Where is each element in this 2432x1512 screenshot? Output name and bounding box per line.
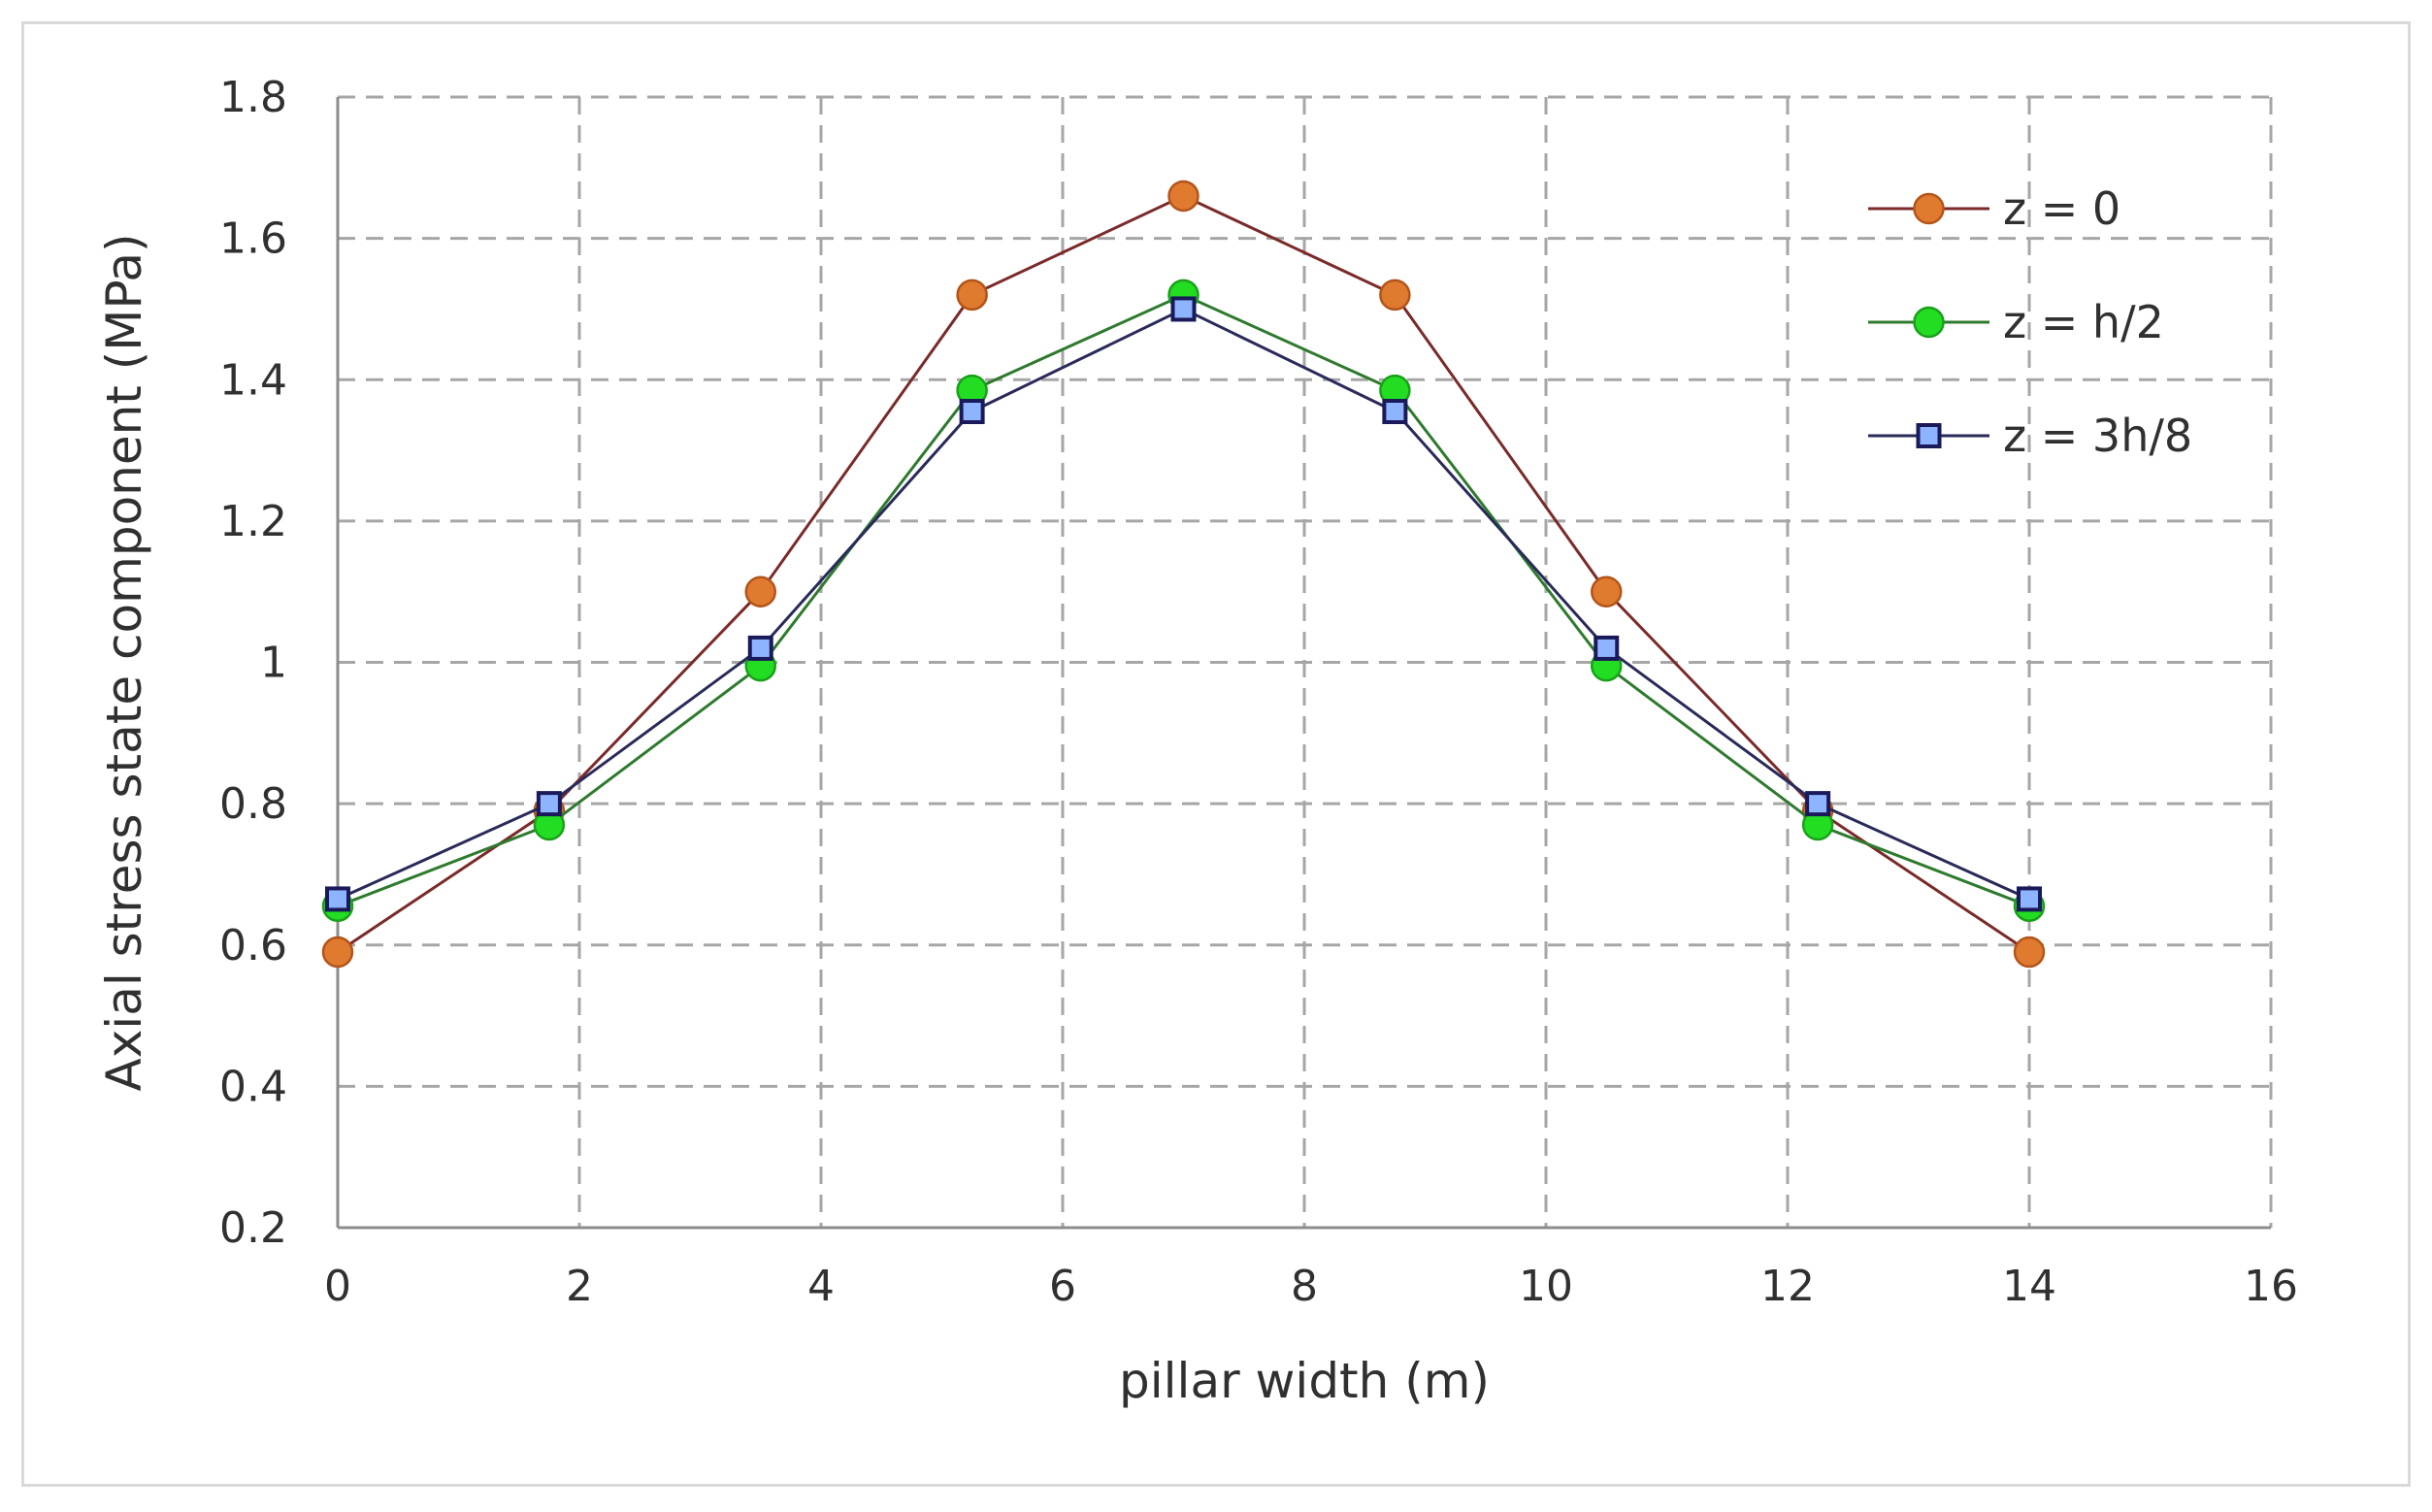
data-point: [1382, 399, 1408, 425]
data-point: [321, 936, 354, 969]
legend-marker: [1913, 306, 1945, 339]
series-z-h-2: [321, 279, 2046, 922]
data-point: [325, 886, 350, 912]
legend: z = 0 z = h/2 z = 3h/8: [1868, 182, 2192, 462]
data-point: [1594, 635, 1620, 661]
x-tick-label: 12: [1760, 1262, 1815, 1311]
y-tick-label: 0.6: [219, 921, 287, 970]
data-point: [1379, 279, 1411, 312]
data-point: [747, 635, 773, 661]
x-tick-label: 10: [1519, 1262, 1573, 1311]
x-tick-label: 8: [1291, 1262, 1318, 1311]
y-tick-label: 1: [260, 639, 287, 688]
y-tick-label: 0.2: [219, 1203, 287, 1253]
series-z-3h-8: [325, 296, 2042, 912]
data-point: [1167, 180, 1200, 213]
chart-frame: [21, 21, 2411, 1487]
legend-item: z = 3h/8: [1868, 410, 2192, 462]
series-line: [337, 307, 2030, 901]
legend-label: z = h/2: [2003, 296, 2164, 348]
y-axis-title: Axial stress state component (MPa): [96, 234, 152, 1092]
axes: [336, 97, 2271, 1230]
data-point: [2013, 936, 2046, 969]
y-tick-label: 1.6: [219, 214, 287, 264]
data-point: [1170, 296, 1197, 322]
legend-item: z = h/2: [1868, 296, 2164, 348]
legend-item: z = 0: [1868, 182, 2120, 235]
y-tick-label: 0.4: [219, 1062, 287, 1111]
x-tick-label: 16: [2244, 1262, 2298, 1311]
data-point: [2017, 886, 2042, 912]
data-point: [1805, 791, 1831, 817]
x-tick-labels: 0 2 4 6 8 10 12 14 16: [324, 1262, 2298, 1311]
y-tick-label: 0.8: [219, 779, 287, 829]
x-tick-label: 4: [807, 1262, 835, 1311]
y-tick-labels: 0.2 0.4 0.6 0.8 1 1.2 1.4 1.6 1.8: [219, 73, 287, 1253]
legend-label: z = 0: [2003, 182, 2120, 235]
legend-marker: [1913, 192, 1945, 225]
series-line: [337, 293, 2030, 908]
x-axis-title: pillar width (m): [1119, 1353, 1490, 1409]
series-group: [321, 180, 2046, 969]
y-tick-label: 1.4: [219, 355, 287, 405]
x-tick-label: 2: [566, 1262, 593, 1311]
y-tick-label: 1.8: [219, 73, 287, 122]
legend-marker: [1916, 423, 1942, 448]
data-point: [956, 279, 988, 312]
y-tick-label: 1.2: [219, 497, 287, 546]
data-point: [959, 399, 985, 425]
x-tick-label: 0: [324, 1262, 351, 1311]
grid-lines: [338, 95, 2273, 1228]
x-tick-label: 14: [2002, 1262, 2056, 1311]
x-tick-label: 6: [1049, 1262, 1076, 1311]
data-point: [1591, 575, 1623, 608]
data-point: [536, 791, 562, 817]
data-point: [744, 575, 776, 608]
legend-label: z = 3h/8: [2003, 410, 2192, 462]
